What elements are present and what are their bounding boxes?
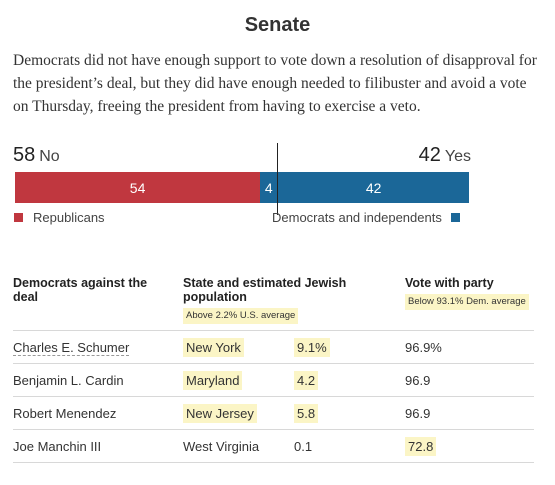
column-header-vote-label: Vote with party bbox=[405, 276, 494, 290]
jewish-population: 0.1 bbox=[294, 439, 312, 454]
vote-with-party-text: 96.9% bbox=[405, 340, 442, 355]
jewish-population: 4.2 bbox=[294, 371, 319, 390]
legend-swatch-republicans bbox=[14, 213, 23, 222]
column-header-vote: Vote with party Below 93.1% Dem. average bbox=[405, 276, 545, 310]
senator-name: Robert Menendez bbox=[13, 406, 116, 421]
yes-count: 42 bbox=[418, 144, 441, 166]
row-divider bbox=[13, 462, 534, 463]
vote-with-party: 96.9 bbox=[405, 406, 430, 421]
vote-with-party-text: 96.9 bbox=[405, 406, 431, 421]
senator-name-text: Robert Menendez bbox=[13, 406, 117, 421]
legend-republicans: Republicans bbox=[14, 210, 105, 225]
jewish-population: 5.8 bbox=[294, 404, 319, 423]
legend-label-republicans: Republicans bbox=[33, 210, 105, 225]
jewish-population-text: 0.1 bbox=[294, 439, 313, 454]
vote-with-party-text: 96.9 bbox=[405, 373, 431, 388]
legend-swatch-democrats bbox=[450, 213, 460, 222]
no-tally: 58 No bbox=[13, 144, 60, 167]
row-divider bbox=[13, 429, 534, 430]
jewish-population-text: 5.8 bbox=[294, 404, 319, 423]
bar-segment-republicans: 54 bbox=[15, 172, 261, 203]
row-divider bbox=[13, 330, 534, 331]
senator-state-text: West Virginia bbox=[183, 439, 260, 454]
vote-with-party: 96.9% bbox=[405, 340, 442, 355]
senator-state: Maryland bbox=[183, 371, 243, 390]
page-title: Senate bbox=[244, 14, 311, 36]
jewish-population-text: 9.1% bbox=[294, 338, 330, 357]
senator-name: Benjamin L. Cardin bbox=[13, 373, 124, 388]
senator-state: West Virginia bbox=[183, 439, 259, 454]
yes-tally: 42 Yes bbox=[419, 144, 471, 167]
senator-name-text: Benjamin L. Cardin bbox=[13, 373, 124, 388]
yes-label: Yes bbox=[444, 148, 471, 165]
jewish-population: 9.1% bbox=[294, 338, 330, 357]
vote-bar-chart: 54 4 42 bbox=[15, 172, 469, 203]
legend-democrats: Democrats and independents bbox=[272, 210, 460, 225]
majority-line bbox=[277, 143, 278, 215]
no-label: No bbox=[39, 148, 60, 165]
column-header-name: Democrats against the deal bbox=[13, 276, 148, 304]
bar-segment-label: 42 bbox=[365, 179, 382, 196]
vote-with-party-text: 72.8 bbox=[405, 437, 437, 456]
vote-with-party: 72.8 bbox=[405, 437, 437, 456]
bar-segment-label: 54 bbox=[129, 179, 146, 196]
senator-state: New York bbox=[183, 338, 244, 357]
vote-average-note: Below 93.1% Dem. average bbox=[405, 294, 529, 310]
senator-state-text: New Jersey bbox=[183, 404, 257, 423]
vote-with-party: 96.9 bbox=[405, 373, 430, 388]
senator-name-text: Joe Manchin III bbox=[13, 439, 102, 454]
column-header-state-label: State and estimated Jewish population bbox=[183, 276, 347, 304]
no-count: 58 bbox=[13, 144, 36, 166]
state-average-note: Above 2.2% U.S. average bbox=[183, 308, 299, 324]
bar-segment-democrats-against: 4 bbox=[260, 172, 279, 203]
row-divider bbox=[13, 396, 534, 397]
jewish-population-text: 4.2 bbox=[294, 371, 319, 390]
legend-label-democrats: Democrats and independents bbox=[272, 210, 442, 225]
bar-segment-democrats-independents: 42 bbox=[278, 172, 469, 203]
senator-state: New Jersey bbox=[183, 404, 257, 423]
senator-name: Charles E. Schumer bbox=[13, 340, 130, 356]
senator-name-text: Charles E. Schumer bbox=[13, 340, 130, 356]
row-divider bbox=[13, 363, 534, 364]
intro-text: Democrats did not have enough support to… bbox=[13, 52, 537, 115]
senator-name: Joe Manchin III bbox=[13, 439, 101, 454]
senator-state-text: New York bbox=[183, 338, 244, 357]
column-header-state: State and estimated Jewish population Ab… bbox=[183, 276, 363, 324]
senator-state-text: Maryland bbox=[183, 371, 243, 390]
bar-segment-label: 4 bbox=[264, 179, 273, 196]
